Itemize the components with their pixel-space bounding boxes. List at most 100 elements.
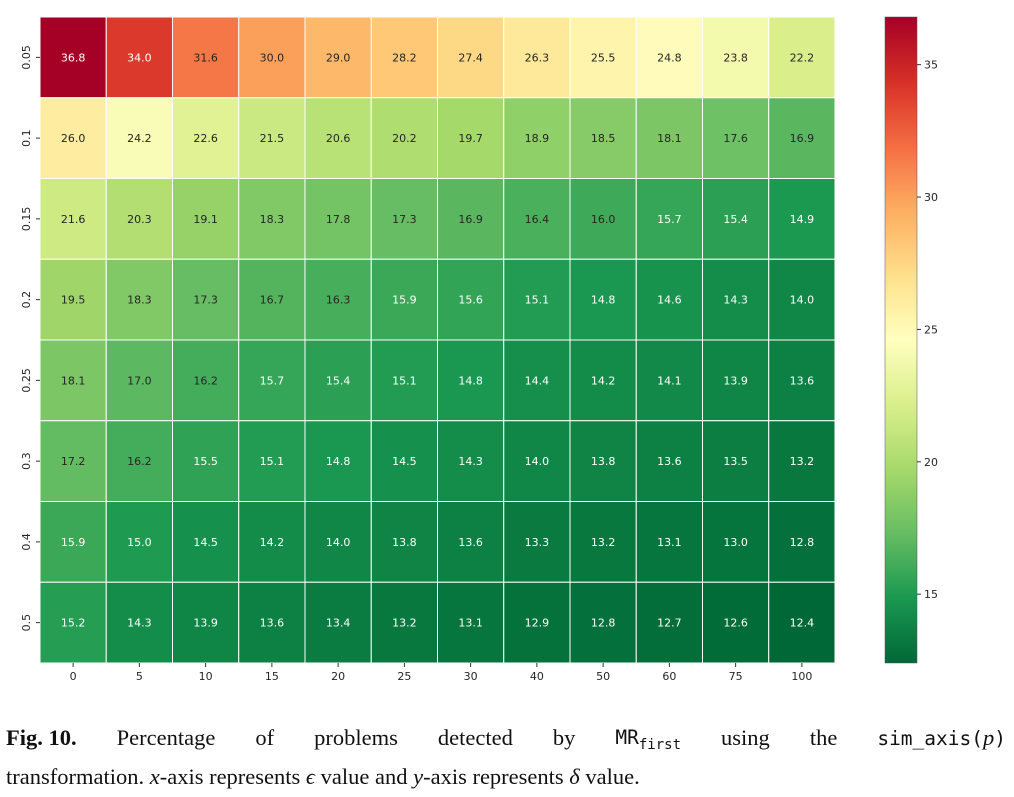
heatmap-cell — [635, 501, 703, 583]
x-tick-label: 40 — [530, 670, 544, 683]
heatmap-cell — [370, 339, 438, 422]
heatmap-cell — [105, 16, 173, 99]
cell-value-label: 25.5 — [591, 51, 616, 64]
y-tick-label: 0.5 — [20, 614, 33, 632]
cell-value-label: 15.0 — [127, 536, 152, 549]
heatmap-cell — [569, 420, 637, 502]
heatmap-cell — [238, 581, 306, 664]
cell-value-label: 14.3 — [127, 617, 152, 630]
heatmap-cell — [39, 16, 107, 99]
cell-value-label: 29.0 — [326, 51, 351, 64]
cell-value-label: 18.9 — [525, 132, 550, 145]
cell-value-label: 14.9 — [790, 213, 815, 226]
cell-value-label: 19.7 — [458, 132, 483, 145]
cell-value-label: 13.9 — [193, 617, 218, 630]
cell-value-label: 17.2 — [61, 455, 86, 468]
heatmap-cell — [370, 420, 438, 502]
colorbar-tick-label: 25 — [924, 323, 938, 336]
heatmap-cell — [437, 501, 505, 583]
cell-value-label: 13.2 — [790, 455, 815, 468]
cell-value-label: 13.9 — [723, 374, 748, 387]
cell-value-label: 20.3 — [127, 213, 152, 226]
caption-text: -axis represents — [159, 763, 301, 789]
y-tick-label: 0.25 — [20, 368, 33, 393]
cell-value-label: 31.6 — [193, 51, 218, 64]
colorbar-tick-label: 20 — [924, 456, 938, 469]
heatmap-cell — [238, 501, 306, 583]
cell-value-label: 13.3 — [525, 536, 550, 549]
colorbar-tick-label: 15 — [924, 588, 938, 601]
heatmap-cell — [39, 420, 107, 502]
cell-value-label: 13.2 — [392, 617, 417, 630]
cell-value-label: 16.0 — [591, 213, 616, 226]
y-tick-label: 0.4 — [20, 533, 33, 551]
heatmap-cell — [503, 97, 571, 179]
x-tick-label: 50 — [596, 670, 610, 683]
heatmap-cell — [172, 339, 240, 422]
cell-value-label: 17.0 — [127, 374, 152, 387]
heatmap-cell — [39, 339, 107, 422]
cell-value-label: 12.9 — [525, 617, 550, 630]
cell-value-label: 12.4 — [790, 617, 815, 630]
cell-value-label: 21.6 — [61, 213, 86, 226]
cell-value-label: 14.2 — [591, 374, 616, 387]
caption-text: -axis represents — [423, 763, 564, 789]
heatmap-cell — [768, 16, 836, 99]
cell-value-label: 16.9 — [790, 132, 815, 145]
cell-value-label: 17.6 — [723, 132, 748, 145]
heatmap-cell — [238, 16, 306, 99]
cell-value-label: 15.6 — [458, 294, 483, 307]
caption-mr-first: MRfirst — [615, 722, 681, 761]
x-tick-label: 0 — [70, 670, 77, 683]
x-tick-label: 20 — [331, 670, 345, 683]
mr-subscript: first — [638, 736, 682, 753]
heatmap-cell — [304, 501, 372, 583]
heatmap-cell — [569, 258, 637, 341]
heatmap-cell — [702, 178, 770, 260]
cell-value-label: 13.6 — [790, 374, 815, 387]
cell-value-label: 13.0 — [723, 536, 748, 549]
heatmap-cell — [702, 501, 770, 583]
cell-value-label: 13.6 — [260, 617, 285, 630]
cell-value-label: 26.0 — [61, 132, 86, 145]
heatmap-cell — [702, 97, 770, 179]
caption-word: by — [552, 725, 576, 750]
cell-value-label: 16.4 — [525, 213, 550, 226]
function-arg: p — [983, 725, 995, 750]
x-symbol: x — [149, 763, 160, 789]
colorbar-tick-label: 35 — [924, 59, 938, 72]
y-tick-label: 0.2 — [20, 291, 33, 309]
x-tick-label: 15 — [265, 670, 279, 683]
cell-value-label: 13.8 — [392, 536, 417, 549]
cell-value-label: 19.5 — [61, 294, 86, 307]
heatmap-cell — [635, 97, 703, 179]
function-name: sim_axis( — [877, 727, 983, 750]
cell-value-label: 16.7 — [260, 294, 285, 307]
x-tick-label: 75 — [729, 670, 743, 683]
heatmap-cell — [172, 258, 240, 341]
cell-value-label: 17.8 — [326, 213, 351, 226]
heatmap-cells — [39, 16, 836, 664]
cell-value-label: 14.3 — [458, 455, 483, 468]
heatmap-cell — [503, 339, 571, 422]
heatmap-cell — [569, 501, 637, 583]
cell-value-label: 15.5 — [193, 455, 218, 468]
caption-line-2: transformation. x-axis represents ϵ valu… — [6, 761, 1006, 793]
cell-value-label: 30.0 — [260, 51, 285, 64]
cell-value-label: 20.6 — [326, 132, 351, 145]
heatmap-cell — [768, 501, 836, 583]
cell-value-label: 15.1 — [392, 374, 417, 387]
caption-word: using — [721, 725, 770, 750]
caption-text: value. — [585, 763, 640, 789]
heatmap-cell — [370, 258, 438, 341]
heatmap-cell — [172, 178, 240, 260]
x-tick-label: 10 — [199, 670, 213, 683]
heatmap-cell — [105, 97, 173, 179]
cell-value-label: 15.4 — [326, 374, 351, 387]
heatmap-cell — [437, 420, 505, 502]
heatmap-cell — [635, 581, 703, 664]
heatmap-cell — [105, 501, 173, 583]
y-tick-label: 0.1 — [20, 129, 33, 147]
heatmap-cell — [238, 420, 306, 502]
cell-value-label: 13.1 — [657, 536, 682, 549]
